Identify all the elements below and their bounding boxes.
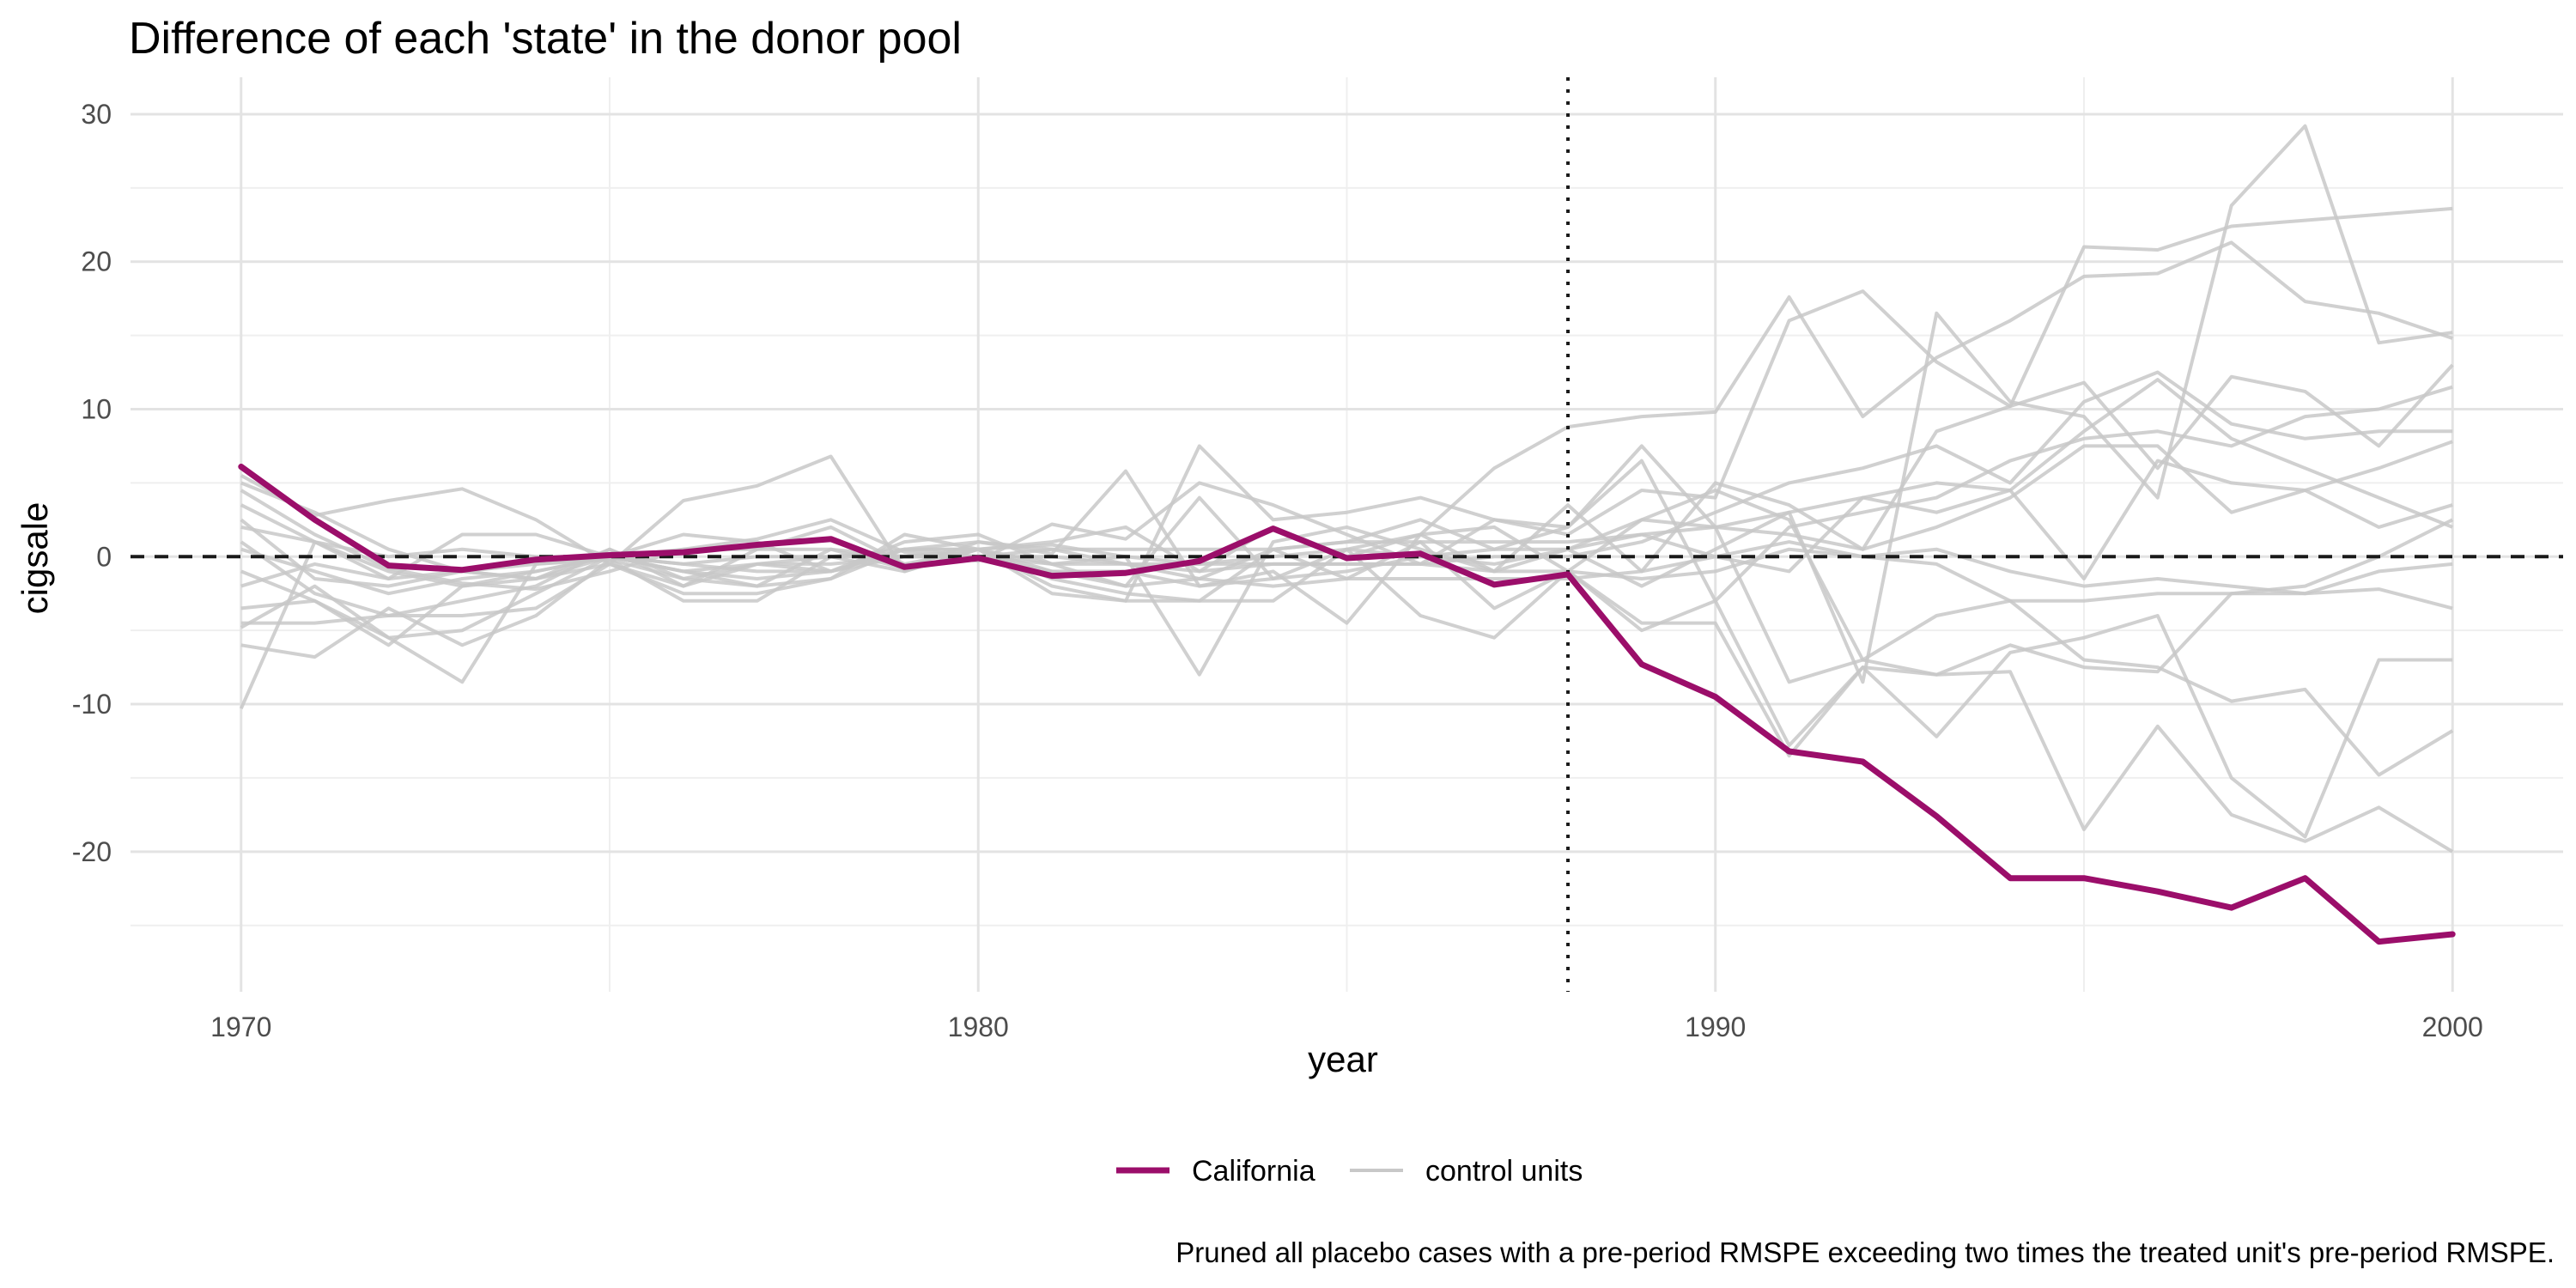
treated-line: [238, 464, 2456, 945]
legend: California control units: [1116, 1155, 1583, 1188]
y-tick-label: 30: [81, 99, 112, 130]
reference-lines: [131, 77, 2563, 992]
y-tick-label: 0: [96, 541, 112, 572]
x-tick-label: 1980: [948, 1012, 1009, 1042]
california-line: [238, 464, 2456, 945]
y-axis-title: cigsale: [15, 502, 55, 615]
chart-caption: Pruned all placebo cases with a pre-peri…: [1176, 1236, 2555, 1268]
legend-label-california: California: [1192, 1155, 1315, 1188]
chart-title: Difference of each 'state' in the donor …: [129, 14, 962, 64]
grid: [131, 77, 2563, 992]
x-tick-label: 1970: [210, 1012, 271, 1042]
x-tick-label: 1990: [1685, 1012, 1746, 1042]
control-unit-line: [240, 540, 2453, 625]
y-tick-label: 10: [81, 393, 112, 424]
y-tick-label: -20: [72, 836, 112, 867]
tick-labels: 1970 1980 1990 2000 -20 -10 0 10 20 30: [72, 99, 2483, 1042]
x-axis-title: year: [1308, 1039, 1378, 1079]
control-unit-line: [240, 206, 2453, 592]
legend-label-control-units: control units: [1425, 1155, 1583, 1188]
y-tick-label: 20: [81, 246, 112, 277]
x-tick-label: 2000: [2422, 1012, 2483, 1042]
y-tick-label: -10: [72, 689, 112, 720]
